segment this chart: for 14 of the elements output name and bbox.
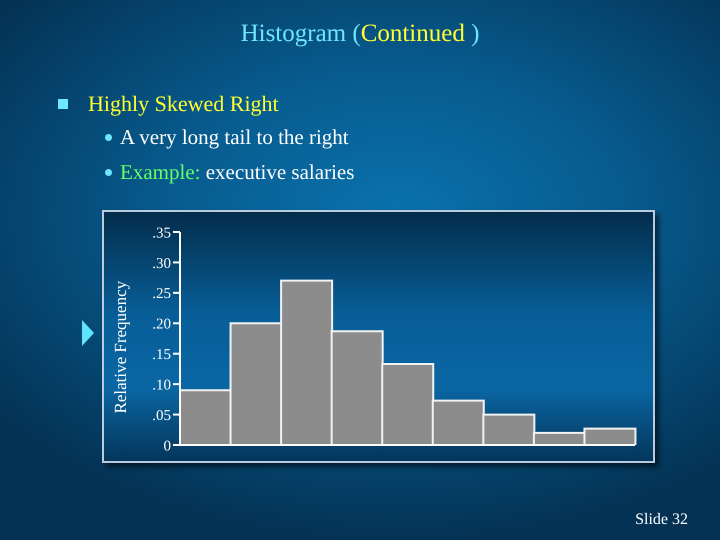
text: Slide 32	[635, 511, 688, 528]
y-axis-title: Relative Frequency	[111, 280, 130, 414]
y-tick-label: .25	[152, 286, 171, 302]
y-tick-label: .05	[152, 408, 171, 424]
y-tick-label: .20	[152, 316, 171, 333]
y-tick-label: .10	[152, 377, 171, 394]
text: Highly Skewed Right	[88, 91, 279, 116]
y-tick-label: .15	[152, 347, 171, 364]
text: A very long tail to the right	[120, 125, 349, 149]
y-tick-label: .35	[152, 225, 171, 242]
y-tick-label: 0	[164, 438, 171, 454]
text: Example: executive salaries	[120, 160, 354, 184]
y-tick-label: .30	[152, 256, 171, 272]
chart-title: Histogram (Continued )	[240, 20, 480, 47]
